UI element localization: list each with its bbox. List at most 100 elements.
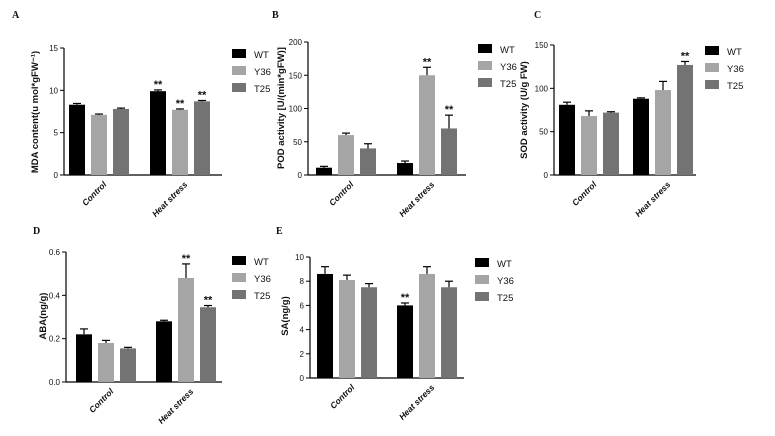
y-axis-label: SA(ng/g) [280,296,291,336]
significance-marker: ** [401,292,410,304]
legend-swatch [705,46,719,55]
legend-swatch [475,292,489,301]
bar [361,287,377,378]
legend-swatch [232,66,246,75]
bar [419,75,435,175]
legend-swatch [475,258,489,267]
bar [200,307,216,382]
bar [178,278,194,382]
bar [69,104,85,175]
bar [172,109,188,175]
legend-label: Y36 [727,64,744,75]
legend-swatch [232,49,246,58]
legend-label: WT [727,47,742,58]
legend-swatch [705,80,719,89]
bar [120,348,136,382]
y-tick-label: 0.2 [49,335,61,344]
legend-label: T25 [500,79,516,90]
legend-swatch [478,44,492,53]
y-tick-label: 0 [54,171,59,180]
x-category-label: Heat stress [397,382,437,422]
bar [655,90,671,175]
legend-swatch [475,275,489,284]
bar [581,116,597,175]
y-axis-label: SOD activity (U/g FW) [519,61,530,159]
bar [397,163,413,175]
panel-e: E SA(ng/g) 0 2 4 6 8 10 Control ** Heat stress WT Y3… [276,226,514,422]
panel-d: D ABA(ng/g) 0.0 0.2 0.4 0.6 Control ** ** Heat st… [33,226,271,426]
panel-letter: E [276,226,283,237]
y-tick-label: 0 [298,171,303,180]
bar [603,112,619,175]
legend-label: WT [254,257,269,268]
x-category-label: Control [327,179,356,208]
y-tick-label: 150 [289,71,303,80]
panel-letter: D [33,226,40,237]
legend-label: Y36 [254,67,271,78]
bar [76,334,92,382]
y-tick-label: 100 [289,105,303,114]
bar [441,287,457,378]
y-tick-label: 15 [49,44,58,53]
y-tick-label: 100 [535,84,549,93]
y-axis-label: POD activity [U/(min*gFW)] [276,47,287,169]
x-category-label: Control [328,382,357,411]
significance-marker: ** [423,56,432,68]
significance-marker: ** [681,50,690,62]
y-tick-label: 8 [300,277,305,286]
y-tick-label: 0 [544,171,549,180]
y-tick-label: 5 [54,129,59,138]
y-tick-label: 150 [535,41,549,50]
panel-letter: A [12,10,20,21]
bar [338,135,354,175]
y-axis-label: ABA(ng/g) [38,293,49,340]
legend-label: T25 [254,291,270,302]
y-tick-label: 2 [300,350,305,359]
y-tick-label: 0.4 [49,291,61,300]
legend-swatch [478,61,492,70]
legend-swatch [232,273,246,282]
panel-c: C SOD activity (U/g FW) 0 50 100 150 Control **… [519,10,744,219]
bar [339,279,355,378]
y-tick-label: 200 [289,38,303,47]
bar [360,148,376,175]
bar [113,108,129,175]
significance-marker: ** [204,295,213,307]
significance-marker: ** [198,89,207,101]
legend-label: WT [254,50,269,61]
y-tick-label: 10 [295,253,304,262]
x-category-label: Control [87,386,116,415]
y-tick-label: 10 [49,86,58,95]
panel-letter: C [534,10,541,21]
legend-swatch [232,290,246,299]
y-tick-label: 50 [539,128,548,137]
legend-label: Y36 [500,62,517,73]
y-tick-label: 0.6 [49,248,61,257]
legend-swatch [478,78,492,87]
bar [317,273,333,378]
bar [441,128,457,175]
panel-letter: B [272,10,279,21]
significance-marker: ** [182,253,191,265]
y-tick-label: 6 [300,301,305,310]
legend-label: T25 [254,84,270,95]
legend-label: Y36 [254,274,271,285]
legend-label: Y36 [497,276,514,287]
bar [194,101,210,175]
x-category-label: Heat stress [633,179,673,219]
x-category-label: Heat stress [156,386,196,426]
bar [316,167,332,175]
significance-marker: ** [154,79,163,91]
bar [677,64,693,175]
y-tick-label: 4 [300,326,305,335]
bar [150,91,166,175]
y-tick-label: 0 [300,374,305,383]
bar [559,104,575,175]
legend-swatch [232,256,246,265]
x-category-label: Control [570,179,599,208]
bar [98,343,114,382]
significance-marker: ** [176,98,185,110]
bar [91,114,107,175]
legend-swatch [705,63,719,72]
y-axis-label: MDA content(u mol*gFW⁻¹) [30,51,41,173]
